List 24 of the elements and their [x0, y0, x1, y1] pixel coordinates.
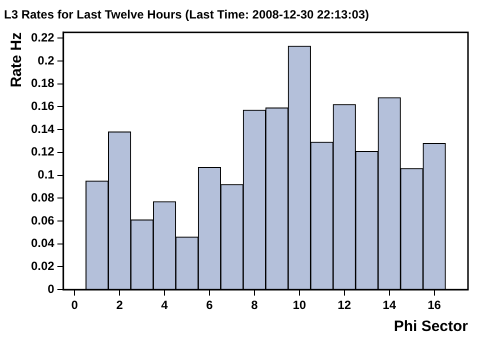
y-tick-label: 0.02: [30, 259, 55, 274]
y-tick-label: 0.16: [30, 99, 55, 114]
y-tick-label: 0.2: [38, 53, 55, 68]
y-tick-label: 0.14: [30, 122, 55, 136]
x-tick-label: 6: [206, 298, 214, 312]
x-tick-label: 12: [338, 298, 352, 312]
y-tick-label: 0.12: [30, 144, 55, 159]
x-tick-label: 10: [292, 298, 306, 312]
x-tick-label: 14: [382, 298, 396, 312]
y-axis-title: Rate Hz: [8, 32, 26, 88]
x-tick-label: 16: [428, 298, 442, 312]
y-tick-label: 0.22: [30, 30, 55, 44]
y-tick-label: 0.08: [30, 190, 55, 204]
y-tick-label: 0: [48, 282, 55, 296]
y-tick-label: 0.1: [38, 168, 55, 182]
y-tick-label: 0.18: [30, 76, 55, 90]
x-tick-label: 0: [71, 298, 78, 312]
x-axis-title: Phi Sector: [394, 318, 468, 336]
y-tick-label: 0.04: [30, 236, 55, 250]
y-tick-label: 0.06: [30, 213, 55, 228]
x-tick-label: 8: [251, 298, 258, 312]
x-tick-label: 4: [161, 298, 168, 312]
x-tick-label: 2: [116, 298, 124, 312]
chart-title: L3 Rates for Last Twelve Hours (Last Time: 2008-12-30 22:13:03): [4, 8, 370, 22]
